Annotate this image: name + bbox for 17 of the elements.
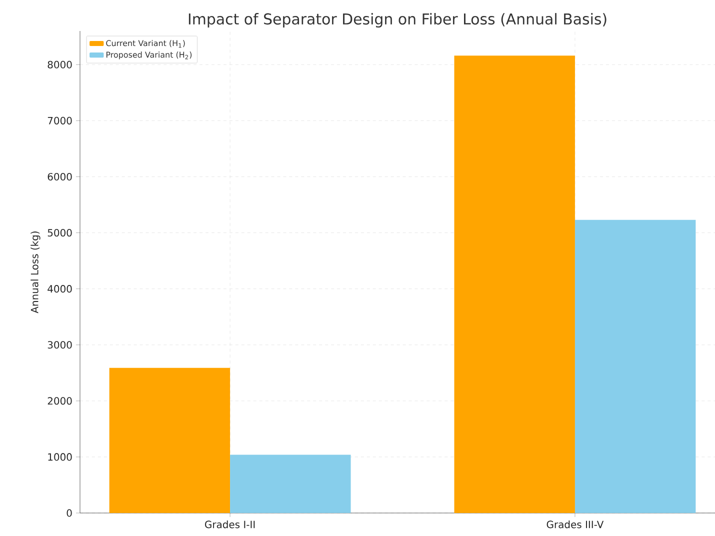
- y-tick-label: 5000: [48, 228, 72, 237]
- y-tick-label: 0: [66, 509, 72, 517]
- y-axis-title: Annual Loss (kg): [30, 232, 40, 314]
- y-tick-label: 1000: [48, 453, 72, 461]
- bar: [109, 368, 230, 513]
- x-tick-label: Grades III-V: [546, 520, 604, 528]
- x-tick-label: Grades I-II: [205, 520, 255, 528]
- bar: [454, 56, 575, 513]
- y-tick-label: 4000: [48, 285, 72, 293]
- bar: [574, 220, 696, 513]
- chart-title: Impact of Separator Design on Fiber Loss (Annual Basis): [188, 13, 606, 28]
- y-tick-label: 6000: [48, 172, 72, 180]
- y-tick-label: 7000: [48, 116, 72, 124]
- bar: [230, 454, 351, 513]
- y-tick-label: 2000: [48, 397, 72, 405]
- y-tick-label: 8000: [48, 60, 72, 68]
- y-tick-label: 3000: [48, 341, 72, 349]
